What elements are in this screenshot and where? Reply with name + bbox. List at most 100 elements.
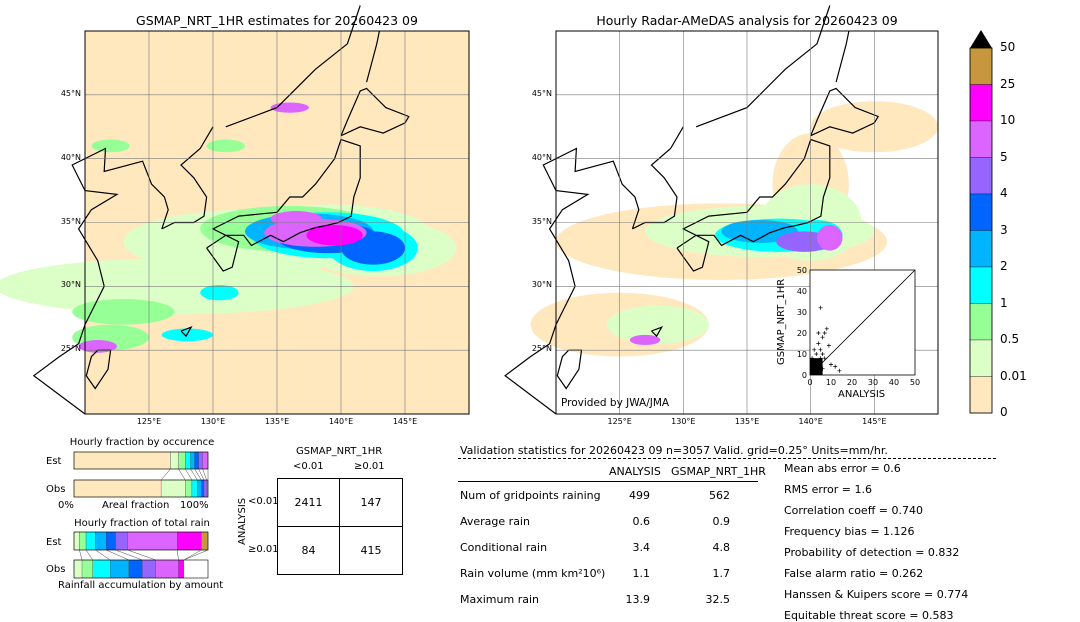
lon-label: 140°E (328, 417, 354, 426)
scatter-ytick: 50 (797, 266, 807, 275)
colorbar-segment (969, 47, 993, 85)
occurrence-axis-mid: Areal fraction (102, 500, 170, 511)
scatter-ytick: 30 (797, 308, 807, 317)
scatter-point (829, 362, 833, 367)
fraction-segment (201, 479, 205, 498)
scatter-xtick: 0 (807, 378, 812, 387)
fraction-segment (92, 559, 111, 579)
left-map-title: GSMAP_NRT_1HR estimates for 20260423 09 (136, 13, 418, 28)
colorbar-segment (969, 266, 993, 304)
lon-label: 145°E (862, 417, 887, 426)
scatter-point (837, 368, 842, 373)
fraction-segment (128, 559, 143, 579)
lon-label: 125°E (607, 417, 632, 426)
lat-label: 40°N (60, 152, 81, 162)
fraction-segment (81, 559, 93, 579)
validation-score: Hanssen & Kuipers score = 0.774 (784, 588, 969, 601)
contingency-cell: 415 (360, 544, 382, 557)
lat-label: 25°N (531, 344, 552, 354)
coastline (504, 147, 640, 415)
validation-row-label: Average rain (460, 515, 530, 528)
fraction-bar-frame (73, 531, 209, 551)
scatter-xlabel: ANALYSIS (838, 389, 886, 400)
validation-gsmap-value: 1.7 (712, 567, 731, 580)
validation-score: RMS error = 1.6 (784, 483, 872, 496)
lon-label: 135°E (734, 417, 760, 426)
contingency-col-2: ≥0.01 (354, 461, 385, 472)
validation-col-gsmap: GSMAP_NRT_1HR (671, 465, 766, 478)
coastline (206, 138, 361, 272)
scatter-point (820, 352, 825, 356)
colorbar-label: 10 (1000, 113, 1016, 127)
coastline (32, 147, 169, 415)
lat-label: 30°N (60, 280, 81, 290)
scatter-point (822, 331, 827, 335)
validation-row-label: Rain volume (mm km²10⁶) (460, 567, 606, 580)
lat-label: 35°N (60, 216, 81, 226)
fraction-segment (73, 451, 171, 470)
colorbar-label: 0.01 (1000, 368, 1027, 383)
lat-label: 25°N (60, 344, 81, 354)
fraction-connector (95, 549, 111, 561)
contingency-cell: 84 (301, 544, 316, 557)
scatter-diagonal (809, 269, 916, 376)
fraction-connector (194, 468, 202, 481)
fraction-segment (190, 451, 195, 470)
right-map-title: Hourly Radar-AMeDAS analysis for 2026042… (596, 13, 898, 28)
colorbar-label: 5 (1000, 149, 1008, 164)
rain-fraction-bars (73, 531, 209, 579)
validation-col-analysis: ANALYSIS (609, 465, 661, 478)
rain-footer: Rainfall accumulation by amount (58, 580, 224, 591)
contingency-col-1: <0.01 (293, 461, 324, 472)
fraction-segment (73, 559, 83, 579)
rain-area (817, 225, 843, 251)
validation-score: Mean abs error = 0.6 (784, 462, 901, 475)
contingency-row-axis: ANALYSIS (237, 497, 248, 545)
scatter-point (816, 331, 821, 335)
scatter-xtick: 20 (847, 378, 857, 387)
fraction-segment (191, 479, 198, 498)
colorbar-label: 25 (1000, 76, 1016, 91)
validation-analysis-value: 499 (629, 489, 650, 502)
fraction-connector (183, 549, 209, 561)
scatter-xtick: 40 (889, 378, 899, 387)
lon-label: 130°E (671, 417, 696, 426)
rain-obs-label: Obs (46, 564, 66, 575)
rain-area (721, 219, 798, 243)
contingency-hline (278, 526, 402, 527)
scatter-ylabel: GSMAP_NRT_1HR (776, 278, 787, 365)
coastline (366, 30, 380, 83)
lat-label: 35°N (531, 216, 552, 226)
fraction-segment (95, 531, 107, 551)
rain-area (270, 211, 322, 227)
fraction-segment (79, 531, 87, 551)
rain-area (206, 139, 245, 153)
scatter-point (814, 352, 819, 356)
coastline (180, 326, 193, 338)
fraction-segment (185, 479, 193, 498)
validation-score: Equitable threat score = 0.583 (784, 609, 954, 622)
lat-label: 40°N (531, 152, 552, 162)
validation-header: Validation statistics for 20260423 09 n=… (460, 444, 888, 457)
fraction-connector (79, 549, 83, 561)
fraction-segment (198, 451, 203, 470)
map-frame (84, 30, 470, 415)
validation-score: Frequency bias = 1.126 (784, 525, 915, 538)
lon-label: 145°E (392, 417, 418, 426)
colorbar-label: 1 (1000, 295, 1008, 310)
fraction-segment (73, 531, 80, 551)
fraction-segment (201, 531, 209, 551)
rain-area (78, 339, 117, 353)
fraction-segment (127, 531, 178, 551)
fraction-connector (185, 468, 193, 481)
fraction-connector (190, 468, 198, 481)
fraction-connector (176, 549, 179, 561)
scatter-point (818, 305, 823, 310)
contingency-cell: 147 (360, 496, 382, 509)
lon-label: 125°E (136, 417, 162, 426)
lon-label: 130°E (200, 417, 226, 426)
fraction-connector (178, 468, 186, 481)
scatter-xtick: 30 (868, 378, 878, 387)
colorbar-segment (969, 157, 993, 195)
scatter-point (822, 356, 827, 361)
